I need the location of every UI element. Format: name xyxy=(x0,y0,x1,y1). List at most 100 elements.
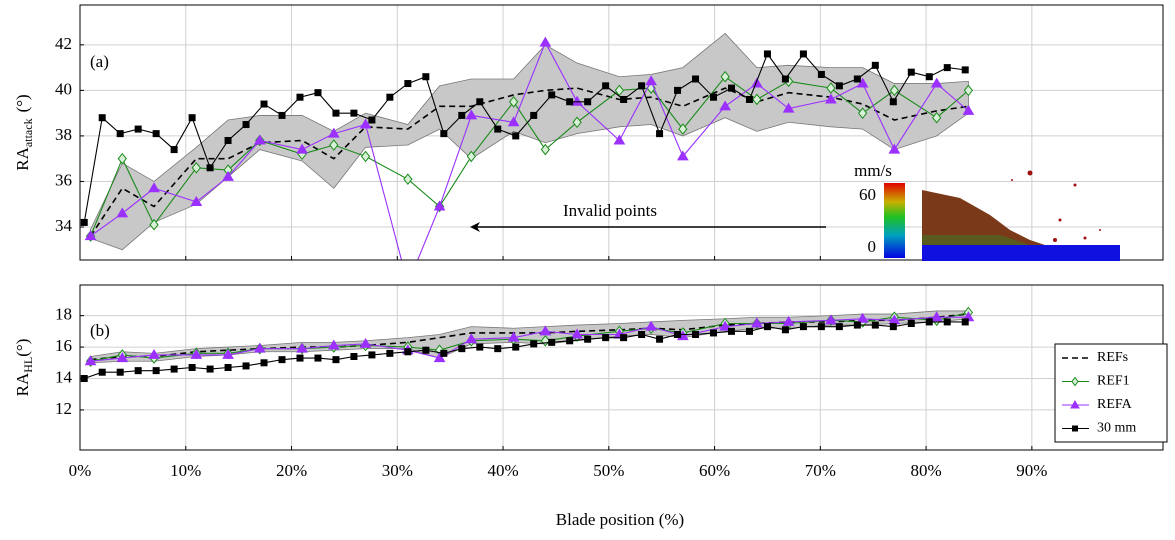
marker xyxy=(296,354,304,362)
y-axis-label: RAattack (°) xyxy=(13,94,35,170)
marker xyxy=(206,365,214,373)
marker xyxy=(149,218,159,231)
marker xyxy=(782,315,795,326)
particle xyxy=(1073,183,1077,187)
particle xyxy=(1011,179,1013,181)
marker xyxy=(152,130,160,138)
marker xyxy=(494,125,502,133)
particle xyxy=(1053,238,1057,242)
marker xyxy=(584,98,592,106)
marker xyxy=(507,331,520,342)
marker xyxy=(857,107,868,119)
marker xyxy=(433,200,446,211)
marker xyxy=(465,333,478,344)
marker xyxy=(332,109,340,117)
marker xyxy=(134,367,142,375)
marker xyxy=(253,342,266,353)
marker xyxy=(540,143,550,156)
y-tick-label: 34 xyxy=(55,216,73,235)
series-line xyxy=(89,87,969,237)
marker xyxy=(853,75,861,83)
marker xyxy=(403,279,413,288)
marker xyxy=(296,93,304,101)
panel-label: (a) xyxy=(90,52,109,71)
y-tick-label: 18 xyxy=(55,305,72,324)
marker xyxy=(368,116,376,124)
x-tick-label: 80% xyxy=(911,461,942,480)
marker xyxy=(889,323,897,331)
marker xyxy=(674,86,682,94)
marker xyxy=(222,348,234,359)
marker xyxy=(422,73,430,81)
annotation-arrowhead xyxy=(470,222,480,232)
marker xyxy=(84,355,97,366)
y-tick-label: 36 xyxy=(55,170,72,189)
particle xyxy=(1058,218,1062,222)
particle-bed xyxy=(922,245,1120,261)
legend-marker xyxy=(1070,399,1080,409)
marker xyxy=(620,95,628,103)
marker xyxy=(494,345,502,353)
marker xyxy=(692,75,700,83)
marker xyxy=(368,351,376,359)
x-tick-label: 70% xyxy=(805,461,836,480)
marker xyxy=(835,323,843,331)
marker xyxy=(80,375,88,382)
marker xyxy=(386,93,394,101)
marker xyxy=(278,356,286,364)
marker xyxy=(751,317,763,328)
marker xyxy=(332,356,340,364)
x-tick-label: 30% xyxy=(382,461,413,480)
marker xyxy=(507,116,520,127)
marker xyxy=(350,353,358,360)
marker xyxy=(853,321,861,329)
marker xyxy=(327,339,340,350)
marker xyxy=(260,359,268,367)
marker xyxy=(781,326,789,334)
marker xyxy=(148,182,160,193)
colorbar-unit: mm/s xyxy=(854,161,892,180)
marker xyxy=(602,82,610,90)
plot-area xyxy=(80,32,975,288)
marker xyxy=(825,93,837,104)
marker xyxy=(116,207,129,218)
marker xyxy=(889,84,900,97)
marker xyxy=(508,95,519,108)
legend-marker xyxy=(1072,425,1078,432)
marker xyxy=(584,335,592,343)
marker xyxy=(260,100,268,108)
marker xyxy=(403,173,413,185)
x-tick-label: 20% xyxy=(276,461,307,480)
marker xyxy=(440,130,448,138)
marker xyxy=(781,75,789,83)
marker xyxy=(943,318,951,326)
marker xyxy=(539,325,552,336)
marker xyxy=(314,354,322,362)
marker xyxy=(571,328,583,339)
y-label-main: RA xyxy=(13,146,32,170)
x-tick-label: 10% xyxy=(170,461,201,480)
marker xyxy=(296,342,308,353)
marker xyxy=(871,61,879,69)
legend-label: 30 mm xyxy=(1097,421,1136,436)
marker xyxy=(719,100,732,111)
particle-heap xyxy=(922,190,1045,245)
marker xyxy=(404,348,412,356)
marker xyxy=(727,84,735,92)
marker xyxy=(925,73,933,81)
marker xyxy=(871,321,879,329)
marker xyxy=(963,84,974,97)
marker xyxy=(889,98,897,106)
marker xyxy=(930,77,943,88)
marker xyxy=(572,116,582,129)
marker xyxy=(422,346,430,354)
marker xyxy=(745,327,753,335)
marker xyxy=(763,50,771,58)
marker xyxy=(314,89,322,97)
marker xyxy=(278,111,286,119)
y-axis-label: RAHL(°) xyxy=(13,339,35,397)
marker xyxy=(98,368,106,376)
marker xyxy=(571,95,583,106)
x-axis-label: Blade position (%) xyxy=(556,510,684,529)
